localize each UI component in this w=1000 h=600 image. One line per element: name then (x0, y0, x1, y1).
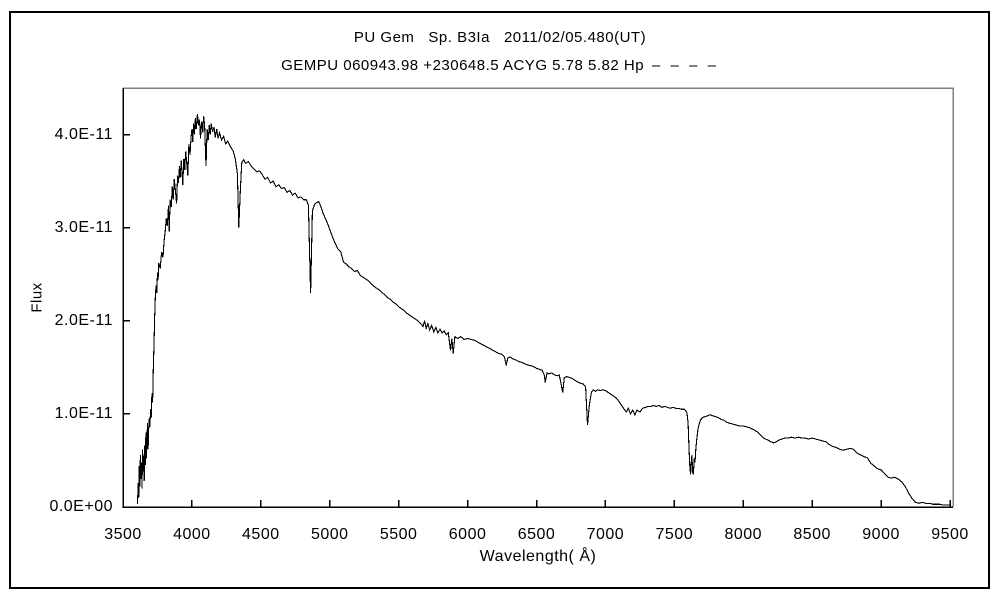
spectrum-line (136, 114, 950, 506)
hp-legend-dash-marker: – – – – (652, 57, 719, 74)
chart-subtitle: GEMPU 060943.98 +230648.5 ACYG 5.78 5.82… (0, 57, 1000, 74)
y-tick-label: 0.0E+00 (49, 498, 113, 515)
x-tick-label: 7000 (586, 526, 625, 543)
chart-title: PU Gem Sp. B3Ia 2011/02/05.480(UT) (353, 29, 647, 46)
x-tick-label: 3500 (104, 526, 142, 543)
x-tick-label: 9000 (862, 526, 900, 543)
x-tick-label: 8500 (793, 526, 831, 543)
x-tick-label: 5000 (310, 526, 349, 543)
x-tick-label: 9500 (931, 526, 969, 543)
x-axis-title: Wavelength( Å) (479, 548, 597, 565)
y-tick-label: 4.0E-11 (54, 125, 113, 143)
plot-frame (123, 87, 954, 507)
x-tick-label: 4000 (173, 526, 211, 543)
x-tick-label: 7500 (655, 526, 694, 543)
x-tick-label: 4500 (242, 526, 280, 543)
y-tick-label: 1.0E-11 (54, 404, 113, 422)
y-tick-label: 3.0E-11 (54, 218, 113, 236)
x-tick-label: 6500 (517, 526, 556, 543)
y-tick-label: 2.0E-11 (54, 311, 113, 329)
x-tick-label: 5500 (379, 526, 418, 543)
x-tick-label: 6000 (448, 526, 487, 543)
x-tick-label: 8000 (724, 526, 763, 543)
chart-subtitle-text: GEMPU 060943.98 +230648.5 ACYG 5.78 5.82… (281, 57, 645, 74)
